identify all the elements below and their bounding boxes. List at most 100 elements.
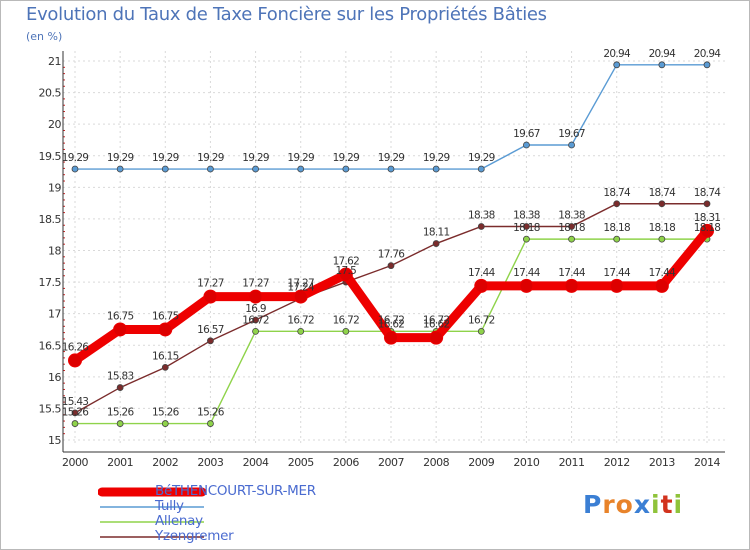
data-point-tully bbox=[658, 61, 666, 69]
data-label-allenay: 15.26 bbox=[197, 407, 225, 419]
data-point-b-thencourt-sur-mer bbox=[293, 289, 308, 304]
x-tick-label: 2014 bbox=[694, 456, 720, 469]
data-point-allenay bbox=[523, 235, 530, 243]
x-tick-label: 2000 bbox=[62, 456, 88, 469]
data-label-b-thencourt-sur-mer: 17.27 bbox=[242, 278, 269, 290]
data-point-tully bbox=[477, 165, 485, 173]
data-point-tully bbox=[432, 165, 440, 173]
data-point-yzengremer bbox=[477, 223, 485, 230]
data-label-yzengremer: 18.11 bbox=[423, 227, 450, 239]
data-label-tully: 20.94 bbox=[603, 48, 631, 60]
x-tick-label: 2002 bbox=[152, 456, 178, 469]
logo-letter: x bbox=[633, 490, 651, 519]
legend-label-tully: Tully bbox=[155, 498, 184, 514]
data-label-tully: 19.29 bbox=[333, 152, 360, 164]
chart-title: Evolution du Taux de Taxe Foncière sur l… bbox=[26, 4, 547, 25]
data-point-b-thencourt-sur-mer bbox=[68, 353, 82, 368]
logo-letter: t bbox=[660, 490, 674, 519]
data-label-tully: 19.67 bbox=[513, 128, 540, 140]
data-labels: 19.29 19.29 19.29 19.29 19.29 19.29 19.29 19.29… bbox=[62, 48, 722, 419]
x-tick-label: 2001 bbox=[107, 456, 133, 469]
data-point-allenay bbox=[116, 420, 124, 427]
data-point-b-thencourt-sur-mer bbox=[564, 278, 579, 293]
series-layer bbox=[68, 61, 714, 427]
data-label-yzengremer: 15.83 bbox=[107, 371, 134, 383]
y-axis-unit: (en %) bbox=[26, 30, 63, 43]
data-label-tully: 19.29 bbox=[152, 152, 179, 164]
logo-letter: i bbox=[673, 490, 684, 519]
data-point-yzengremer bbox=[387, 262, 395, 270]
data-point-yzengremer bbox=[207, 337, 214, 345]
data-point-b-thencourt-sur-mer bbox=[474, 278, 489, 293]
data-label-allenay: 18.18 bbox=[513, 222, 540, 234]
data-label-yzengremer: 18.74 bbox=[694, 187, 722, 199]
data-point-tully bbox=[297, 165, 305, 173]
legend-label-allenay: Allenay bbox=[155, 513, 203, 529]
data-point-b-thencourt-sur-mer bbox=[248, 289, 263, 304]
data-label-yzengremer: 17.24 bbox=[287, 282, 315, 294]
data-label-yzengremer: 18.38 bbox=[513, 209, 540, 221]
data-point-b-thencourt-sur-mer bbox=[158, 322, 173, 337]
data-label-yzengremer: 16.15 bbox=[152, 350, 179, 362]
data-point-tully bbox=[207, 165, 214, 173]
y-tick-label: 18.5 bbox=[39, 213, 62, 226]
data-label-tully: 20.94 bbox=[649, 48, 677, 60]
data-label-b-thencourt-sur-mer: 17.44 bbox=[513, 267, 541, 279]
data-point-b-thencourt-sur-mer bbox=[113, 322, 128, 337]
data-label-yzengremer: 18.74 bbox=[603, 187, 631, 199]
data-point-b-thencourt-sur-mer bbox=[338, 267, 353, 282]
y-tick-label: 20.5 bbox=[39, 87, 62, 100]
x-tick-label: 2008 bbox=[423, 456, 449, 469]
data-point-tully bbox=[342, 165, 350, 173]
logo-letter: r bbox=[602, 490, 616, 519]
logo-letter: P bbox=[583, 490, 603, 519]
proxiti-logo: Proxiti bbox=[583, 490, 683, 519]
data-label-b-thencourt-sur-mer: 18.31 bbox=[694, 212, 721, 224]
axes: 15 15.5 16 16.5 17 17.5 18 18.5 19 19.5 20 20.5 21 20… bbox=[39, 51, 725, 469]
data-label-b-thencourt-sur-mer: 17.62 bbox=[333, 256, 360, 268]
data-label-b-thencourt-sur-mer: 16.75 bbox=[152, 310, 179, 322]
data-point-tully bbox=[71, 165, 79, 173]
data-label-tully: 19.29 bbox=[197, 152, 224, 164]
data-point-allenay bbox=[71, 420, 79, 427]
data-label-allenay: 16.72 bbox=[423, 314, 450, 326]
data-label-tully: 19.29 bbox=[378, 152, 405, 164]
data-label-tully: 19.29 bbox=[62, 152, 89, 164]
data-label-allenay: 18.18 bbox=[603, 222, 630, 234]
x-tick-label: 2013 bbox=[649, 456, 675, 469]
data-label-yzengremer: 17.76 bbox=[378, 249, 406, 261]
data-label-b-thencourt-sur-mer: 16.26 bbox=[62, 341, 90, 353]
data-label-allenay: 16.72 bbox=[468, 314, 495, 326]
logo-letter: o bbox=[615, 490, 634, 519]
y-tick-label: 15 bbox=[48, 434, 61, 447]
y-tick-label: 20 bbox=[48, 118, 61, 131]
x-tick-label: 2004 bbox=[243, 456, 269, 469]
x-tick-label: 2012 bbox=[604, 456, 630, 469]
data-label-tully: 19.29 bbox=[287, 152, 314, 164]
y-tick-label: 19.5 bbox=[39, 150, 62, 163]
y-tick-label: 16.5 bbox=[39, 339, 62, 352]
data-point-tully bbox=[523, 141, 530, 149]
data-label-allenay: 18.18 bbox=[694, 222, 721, 234]
data-label-yzengremer: 18.38 bbox=[558, 209, 585, 221]
data-point-allenay bbox=[342, 327, 350, 335]
data-label-b-thencourt-sur-mer: 17.27 bbox=[197, 278, 224, 290]
data-point-allenay bbox=[658, 235, 666, 243]
logo-letter: i bbox=[651, 490, 661, 519]
data-point-tully bbox=[703, 61, 711, 69]
data-point-b-thencourt-sur-mer bbox=[203, 289, 218, 304]
data-label-tully: 19.29 bbox=[107, 152, 134, 164]
y-tick-label: 17 bbox=[48, 308, 61, 321]
data-label-yzengremer: 16.57 bbox=[197, 324, 224, 336]
y-tick-label: 21 bbox=[48, 55, 61, 68]
data-label-yzengremer: 18.38 bbox=[468, 209, 495, 221]
x-tick-label: 2007 bbox=[378, 456, 404, 469]
data-label-yzengremer: 16.9 bbox=[245, 303, 266, 315]
data-point-b-thencourt-sur-mer bbox=[519, 278, 534, 293]
data-label-tully: 19.67 bbox=[558, 128, 585, 140]
legend-label-bethencourt: BéTHENCOURT-SUR-MER bbox=[155, 483, 316, 499]
data-point-tully bbox=[161, 165, 169, 173]
data-label-tully: 19.29 bbox=[242, 152, 269, 164]
data-label-yzengremer: 17.5 bbox=[336, 265, 357, 277]
